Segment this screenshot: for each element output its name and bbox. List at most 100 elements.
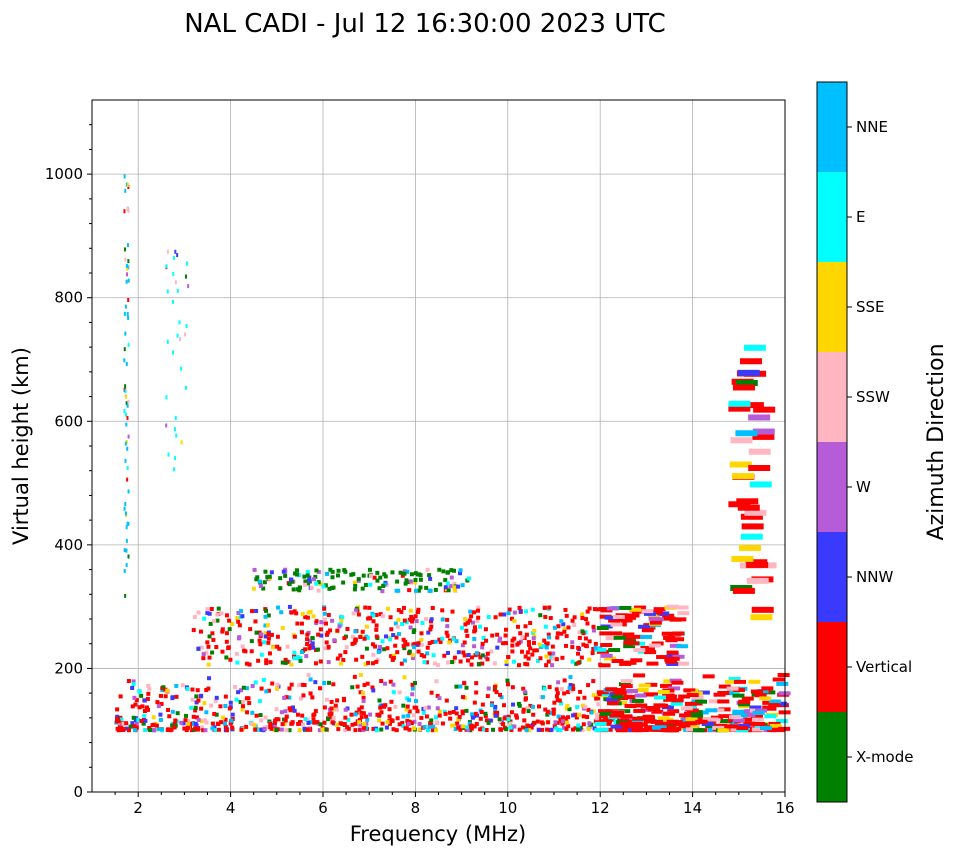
echo-point [175, 433, 178, 438]
echo-point [644, 650, 657, 655]
echo-point [523, 696, 528, 701]
echo-point [614, 691, 627, 696]
echo-point [402, 569, 407, 574]
echo-point [457, 714, 462, 719]
echo-point [280, 626, 285, 631]
echo-point [474, 651, 479, 656]
echo-point [244, 724, 249, 729]
echo-point [365, 681, 370, 686]
echo-point [263, 634, 268, 639]
echo-point [443, 577, 448, 582]
echo-point [580, 612, 585, 617]
echo-point [382, 647, 387, 652]
echo-point [695, 719, 708, 724]
echo-point [361, 698, 366, 703]
echo-point [400, 621, 405, 626]
echo-point [521, 686, 526, 691]
echo-point [718, 714, 731, 719]
echo-point [322, 606, 327, 611]
echo-point [404, 726, 409, 731]
echo-point [424, 585, 429, 590]
echo-point [176, 333, 179, 338]
echo-point [326, 612, 331, 617]
echo-point [501, 722, 506, 727]
echo-point [387, 721, 392, 726]
echo-point [184, 332, 187, 337]
echo-point [597, 717, 602, 722]
echo-point [458, 684, 463, 689]
echo-point [449, 575, 454, 580]
echo-point [717, 690, 730, 695]
echo-point [318, 659, 323, 664]
echo-point [431, 724, 436, 729]
echo-point [420, 620, 425, 625]
echo-point [591, 693, 596, 698]
echo-point [553, 720, 558, 725]
echo-point [368, 712, 373, 717]
echo-point [768, 703, 781, 708]
echo-point [278, 576, 283, 581]
echo-point [396, 588, 401, 593]
echo-point [179, 720, 184, 725]
echo-point [595, 714, 608, 719]
echo-point [740, 533, 763, 540]
echo-point [583, 704, 588, 709]
echo-point [478, 624, 483, 629]
echo-point [407, 617, 412, 622]
echo-point [701, 722, 714, 727]
chart-title: NAL CADI - Jul 12 16:30:00 2023 UTC [184, 9, 666, 39]
echo-point [470, 712, 475, 717]
echo-point [435, 693, 440, 698]
echo-point [554, 687, 559, 692]
echo-point [421, 706, 426, 711]
echo-point [589, 710, 594, 715]
echo-point [223, 724, 228, 729]
echo-point [461, 650, 466, 655]
echo-point [464, 685, 469, 690]
echo-point [406, 713, 411, 718]
echo-point [605, 687, 618, 692]
echo-point [612, 614, 625, 619]
echo-point [691, 695, 704, 700]
echo-point [591, 624, 596, 629]
echo-point [413, 578, 418, 583]
echo-point [561, 622, 566, 627]
echo-point [207, 655, 212, 660]
echo-point [201, 728, 206, 733]
echo-point [170, 723, 175, 728]
echo-point [412, 705, 417, 710]
echo-point [292, 708, 297, 713]
echo-point [263, 614, 268, 619]
echo-point [254, 713, 259, 718]
echo-point [337, 624, 342, 629]
echo-point [289, 662, 294, 667]
echo-point [364, 646, 369, 651]
echo-point [256, 658, 261, 663]
echo-point [524, 632, 529, 637]
echo-point [211, 637, 216, 642]
echo-point [237, 623, 242, 628]
echo-point [259, 686, 264, 691]
echo-point [708, 699, 721, 704]
echo-point [577, 635, 582, 640]
echo-point [444, 630, 449, 635]
echo-point [142, 713, 147, 718]
echo-point [405, 642, 410, 647]
echo-point [381, 583, 386, 588]
echo-point [503, 627, 508, 632]
echo-point [142, 709, 147, 714]
echo-point [124, 247, 127, 252]
echo-point [743, 712, 756, 717]
echo-point [191, 628, 196, 633]
echo-point [253, 680, 258, 685]
echo-point [407, 709, 412, 714]
echo-point [145, 696, 150, 701]
echo-point [480, 702, 485, 707]
echo-point [486, 720, 491, 725]
echo-point [126, 415, 129, 420]
echo-point [478, 727, 483, 732]
colorbar-tick-label: E [856, 208, 865, 226]
echo-point [670, 701, 683, 706]
echo-point [210, 721, 215, 726]
echo-point [543, 614, 548, 619]
